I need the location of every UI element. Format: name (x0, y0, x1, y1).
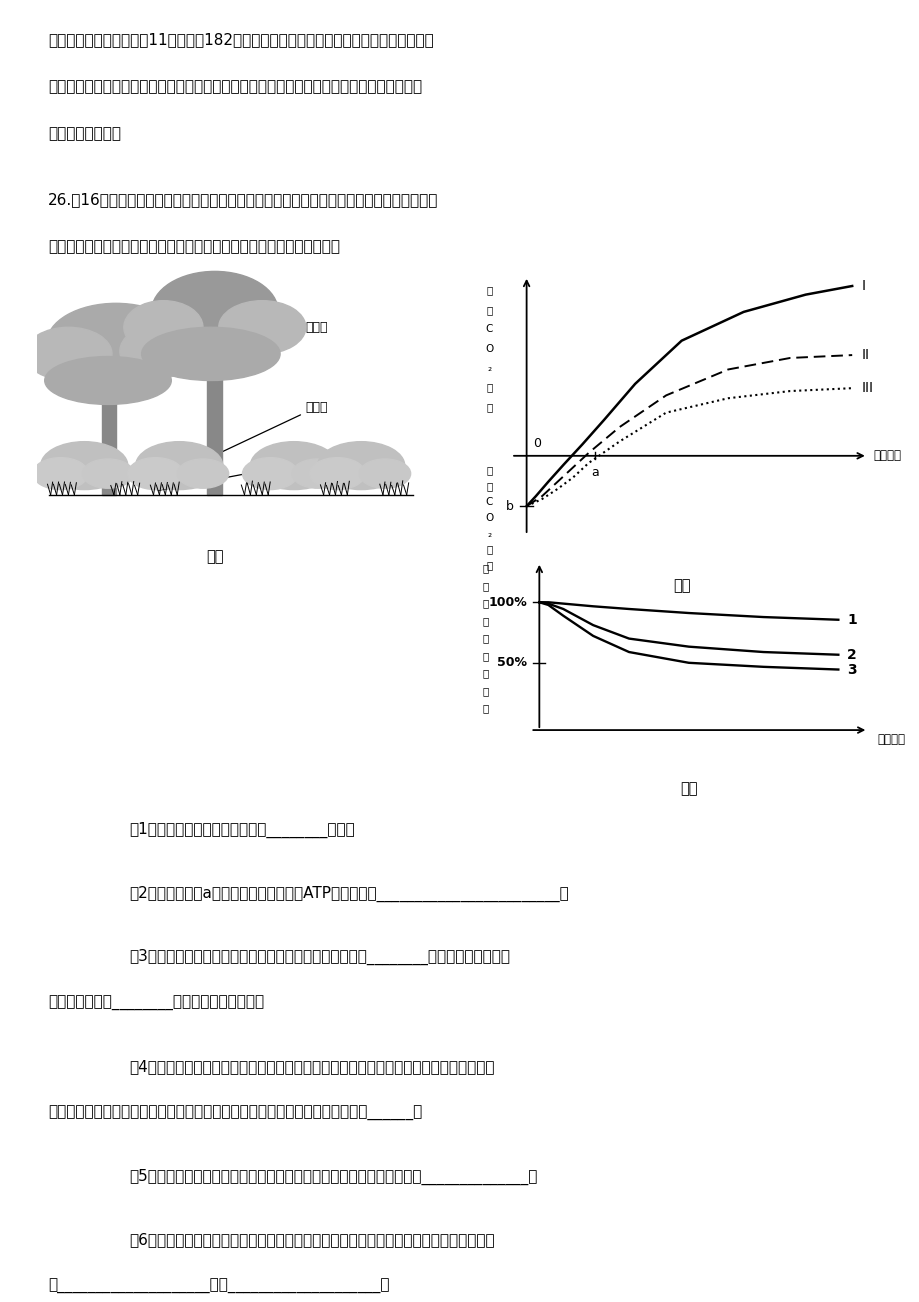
Text: 图丙: 图丙 (679, 781, 697, 797)
Ellipse shape (82, 460, 133, 488)
Ellipse shape (358, 460, 410, 488)
Text: （4）在强烈的太阳光照射下，乔木叶片蒸腾作用旺盛，但其叶肉细胞代谢活动维持正常。: （4）在强烈的太阳光照射下，乔木叶片蒸腾作用旺盛，但其叶肉细胞代谢活动维持正常。 (129, 1059, 494, 1074)
Text: 乔木层: 乔木层 (198, 320, 328, 335)
Ellipse shape (47, 303, 185, 383)
Ellipse shape (40, 441, 128, 490)
Text: 胞: 胞 (482, 616, 488, 626)
Text: O: O (484, 344, 493, 354)
Text: 速: 速 (486, 544, 492, 555)
Ellipse shape (219, 301, 305, 354)
Text: C: C (485, 324, 493, 335)
Text: ₂: ₂ (487, 363, 491, 374)
Text: O: O (484, 513, 493, 522)
Text: 的叶绿素含量较________，以适应其生活环境。: 的叶绿素含量较________，以适应其生活环境。 (48, 996, 264, 1010)
Text: 光照强度: 光照强度 (873, 449, 901, 462)
Text: 26.（16分）下图甲为某森林的植被生长情况，图乙示光合速率与光照强度之间的关系，图丙: 26.（16分）下图甲为某森林的植被生长情况，图乙示光合速率与光照强度之间的关系… (48, 191, 437, 207)
Text: （6）从能量流动的角度分析，当一座森林生态系统处在成长阶段，其能量输入大于输出，: （6）从能量流动的角度分析，当一座森林生态系统处在成长阶段，其能量输入大于输出， (129, 1232, 494, 1247)
Ellipse shape (136, 441, 222, 490)
Text: （5）如果以图甲表示森林生态系统，那么，未标出的成分还有消费者和______________。: （5）如果以图甲表示森林生态系统，那么，未标出的成分还有消费者和________… (129, 1169, 537, 1185)
Text: b: b (505, 500, 514, 513)
Text: a: a (590, 466, 598, 479)
Text: 灌木层: 灌木层 (189, 401, 328, 467)
Text: 2: 2 (846, 647, 857, 661)
Ellipse shape (142, 327, 279, 380)
Ellipse shape (25, 327, 112, 380)
Ellipse shape (310, 457, 365, 490)
Text: 即____________________大于____________________。: 即____________________大于_________________… (48, 1279, 389, 1294)
Ellipse shape (243, 457, 298, 490)
Text: 肉: 肉 (482, 581, 488, 591)
Text: 细: 细 (482, 599, 488, 608)
Text: 写出数值和单位。: 写出数值和单位。 (48, 126, 120, 142)
Text: （3）图乙中，与图甲草本层光合作用速率相对应的曲线是________。森林中草本层植物: （3）图乙中，与图甲草本层光合作用速率相对应的曲线是________。森林中草本… (129, 949, 509, 965)
Text: 率: 率 (486, 560, 492, 570)
Text: 草本层: 草本层 (158, 454, 328, 491)
Text: 相: 相 (482, 634, 488, 643)
Ellipse shape (250, 441, 337, 490)
Text: 光照强度: 光照强度 (877, 733, 904, 746)
Ellipse shape (291, 460, 343, 488)
Text: 放: 放 (486, 480, 492, 491)
Text: 叶: 叶 (482, 564, 488, 574)
Text: 释: 释 (486, 465, 492, 475)
Text: （1）图甲显示了森林植物群落的________结构。: （1）图甲显示了森林植物群落的________结构。 (129, 822, 354, 838)
Ellipse shape (317, 441, 404, 490)
Text: 据此分析，随着光照强度增加，叶肉细胞相对含水量的变化曲线接近于图丙中的______。: 据此分析，随着光照强度增加，叶肉细胞相对含水量的变化曲线接近于图丙中的_____… (48, 1105, 422, 1121)
Text: ₂: ₂ (487, 529, 491, 539)
Text: 明、方程式和重要演算步骤，只写出最后答案的不能得分。有数值计算的题，答案中必须明确: 明、方程式和重要演算步骤，只写出最后答案的不能得分。有数值计算的题，答案中必须明… (48, 79, 422, 95)
Ellipse shape (45, 357, 171, 405)
Ellipse shape (177, 460, 229, 488)
Text: 三、非选择题：本题包括11小题，共182分。按题目要求作答。解答题应写出必要的文字说: 三、非选择题：本题包括11小题，共182分。按题目要求作答。解答题应写出必要的文… (48, 33, 433, 48)
Ellipse shape (124, 301, 203, 354)
Text: 放: 放 (486, 305, 492, 315)
Text: 量: 量 (482, 703, 488, 713)
Text: 100%: 100% (488, 596, 527, 609)
Text: 对: 对 (482, 651, 488, 661)
Text: 率: 率 (486, 402, 492, 411)
Text: 速: 速 (486, 383, 492, 392)
Bar (102, 383, 116, 495)
Text: I: I (860, 279, 865, 293)
Text: 水: 水 (482, 686, 488, 697)
Text: 示叶肉细胞中相对含水量与光照强度之间的关系。请分析回答下列问题。: 示叶肉细胞中相对含水量与光照强度之间的关系。请分析回答下列问题。 (48, 238, 339, 254)
Text: C: C (485, 497, 493, 506)
Text: II: II (860, 348, 868, 362)
Ellipse shape (152, 271, 278, 352)
Text: 图甲: 图甲 (206, 549, 223, 564)
Ellipse shape (33, 457, 88, 490)
Text: 含: 含 (482, 668, 488, 678)
Text: （2）图乙曲线的a点时，叶肉细胞能产生ATP的细胞器是________________________。: （2）图乙曲线的a点时，叶肉细胞能产生ATP的细胞器是_____________… (129, 885, 568, 901)
Text: III: III (860, 381, 872, 396)
Text: 1: 1 (846, 613, 857, 626)
Text: 3: 3 (846, 663, 856, 677)
Text: 图乙: 图乙 (672, 578, 689, 594)
Ellipse shape (119, 324, 199, 378)
Text: 0: 0 (532, 437, 540, 450)
Bar (207, 362, 221, 495)
Text: 释: 释 (486, 285, 492, 296)
Ellipse shape (128, 457, 183, 490)
Text: 50%: 50% (497, 656, 527, 669)
